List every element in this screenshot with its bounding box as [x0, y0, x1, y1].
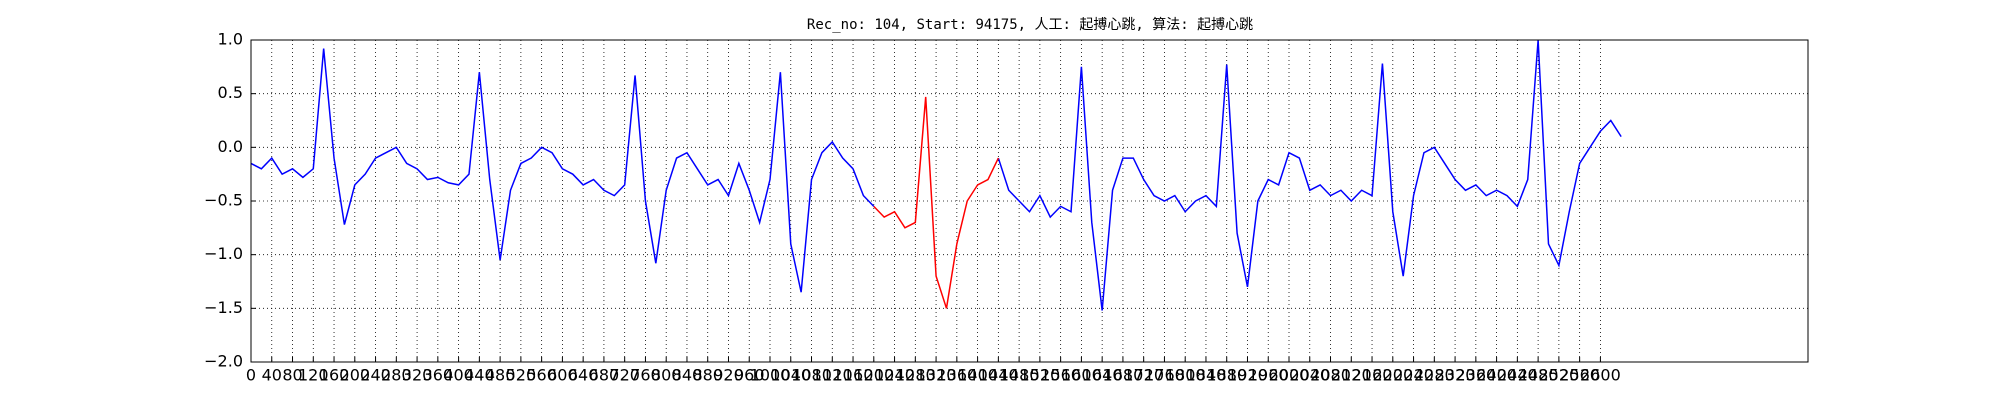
plot-frame	[250, 39, 1809, 363]
x-tick-label: 760	[630, 366, 661, 385]
x-tick-label: 160	[319, 366, 350, 385]
x-tick-label: 560	[526, 366, 557, 385]
x-tick-label: 2480	[1518, 366, 1559, 385]
x-tick-label: 2240	[1393, 366, 1434, 385]
x-tick-label: 40	[262, 366, 282, 385]
x-tick-label: 1040	[770, 366, 811, 385]
x-tick-label: 2320	[1435, 366, 1476, 385]
y-tick-label: −1.0	[204, 244, 243, 263]
x-tick-label: 360	[423, 366, 454, 385]
y-tick-label: −0.5	[204, 191, 243, 210]
series-line	[250, 39, 1622, 311]
y-tick-label: 1.0	[218, 30, 243, 49]
y-tick-label: −1.5	[204, 298, 243, 317]
x-tick-label: 120	[298, 366, 329, 385]
x-tick-label: 1160	[833, 366, 874, 385]
x-tick-label: 1840	[1186, 366, 1227, 385]
x-tick-label: 920	[713, 366, 744, 385]
x-tick-label: 2040	[1289, 366, 1330, 385]
x-tick-label: 1760	[1144, 366, 1185, 385]
x-tick-label: 1720	[1123, 366, 1164, 385]
x-tick-label: 0	[246, 366, 256, 385]
x-tick-label: 80	[282, 366, 302, 385]
x-tick-label: 2360	[1455, 366, 1496, 385]
x-tick-label: 2000	[1269, 366, 1310, 385]
x-tick-label: 2520	[1539, 366, 1580, 385]
x-tick-label: 2280	[1414, 366, 1455, 385]
x-tick-label: 1520	[1020, 366, 1061, 385]
x-tick-label: 1680	[1103, 366, 1144, 385]
x-tick-label: 880	[692, 366, 723, 385]
x-tick-label: 1080	[791, 366, 832, 385]
x-tick-label: 240	[360, 366, 391, 385]
x-tick-label: 720	[609, 366, 640, 385]
x-tick-label: 2200	[1372, 366, 1413, 385]
x-tick-label: 1360	[936, 366, 977, 385]
x-tick-label: 1400	[957, 366, 998, 385]
series-line	[873, 96, 1000, 309]
x-tick-label: 1560	[1040, 366, 1081, 385]
x-tick-label: 400	[443, 366, 474, 385]
x-tick-label: 520	[506, 366, 537, 385]
x-tick-label: 440	[464, 366, 495, 385]
y-tick-label: −2.0	[204, 352, 243, 371]
x-tick-label: 600	[547, 366, 578, 385]
x-tick-label: 960	[734, 366, 765, 385]
x-tick-label: 200	[340, 366, 371, 385]
x-tick-label: 2120	[1331, 366, 1372, 385]
x-tick-label: 680	[589, 366, 620, 385]
x-tick-label: 1600	[1061, 366, 1102, 385]
x-tick-label: 640	[568, 366, 599, 385]
x-tick-label: 2080	[1310, 366, 1351, 385]
x-tick-label: 1640	[1082, 366, 1123, 385]
x-tick-label: 1240	[874, 366, 915, 385]
x-tick-label: 1480	[999, 366, 1040, 385]
x-tick-label: 1320	[916, 366, 957, 385]
x-tick-label: 1880	[1206, 366, 1247, 385]
y-tick-label: 0.0	[218, 137, 243, 156]
y-tick-label: 0.5	[218, 83, 243, 102]
x-tick-label: 2600	[1580, 366, 1621, 385]
x-tick-label: 320	[402, 366, 433, 385]
x-tick-label: 2440	[1497, 366, 1538, 385]
x-tick-label: 480	[485, 366, 516, 385]
x-tick-label: 2160	[1352, 366, 1393, 385]
x-tick-label: 2560	[1559, 366, 1600, 385]
chart-title: Rec_no: 104, Start: 94175, 人工: 起搏心跳, 算法:…	[807, 16, 1253, 33]
x-tick-label: 800	[651, 366, 682, 385]
x-tick-label: 840	[672, 366, 703, 385]
x-tick-label: 1800	[1165, 366, 1206, 385]
x-tick-label: 1280	[895, 366, 936, 385]
x-tick-label: 1960	[1248, 366, 1289, 385]
x-tick-label: 1120	[812, 366, 853, 385]
x-tick-label: 280	[381, 366, 412, 385]
x-tick-label: 1440	[978, 366, 1019, 385]
x-tick-label: 1000	[750, 366, 791, 385]
x-tick-label: 1920	[1227, 366, 1268, 385]
x-tick-label: 2400	[1476, 366, 1517, 385]
x-tick-label: 1200	[853, 366, 894, 385]
